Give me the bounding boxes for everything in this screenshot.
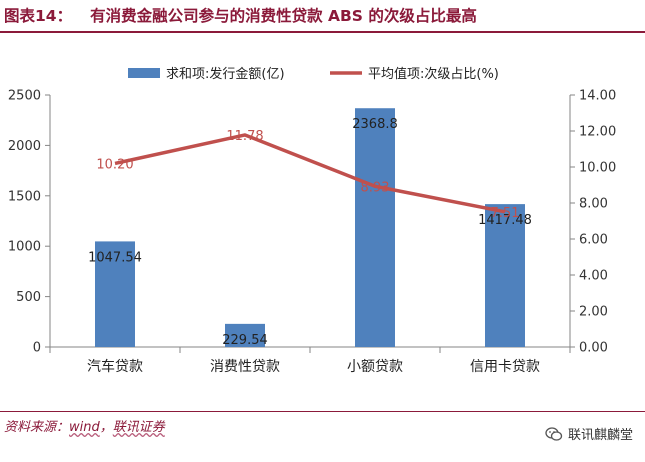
line-data-label: 10.20 xyxy=(96,157,133,172)
line-data-label: 7.51 xyxy=(491,206,520,221)
x-tick-label: 小额贷款 xyxy=(347,359,403,375)
figure-label: 图表14： xyxy=(4,7,73,25)
y-right-tick-label: 10.00 xyxy=(579,161,616,176)
bar xyxy=(355,108,395,347)
bar xyxy=(95,241,135,347)
figure-title: 图表14： 有消费金融公司参与的消费性贷款 ABS 的次级占比最高 xyxy=(4,4,641,28)
line-path xyxy=(114,133,506,214)
line-data-label: 11.78 xyxy=(226,129,263,144)
y-right-tick-label: 4.00 xyxy=(579,269,608,284)
bar xyxy=(225,323,265,347)
x-tick-label: 信用卡贷款 xyxy=(470,359,540,375)
y-right-tick-label: 8.00 xyxy=(579,197,608,212)
legend-line-label: 平均值项:次级占比(%) xyxy=(368,66,499,82)
y-right-tick-label: 6.00 xyxy=(579,233,608,248)
y-left-tick-label: 2500 xyxy=(8,89,41,104)
y-left-tick-label: 1000 xyxy=(8,240,41,255)
source-name: wind xyxy=(69,420,100,435)
bar-data-label: 229.54 xyxy=(222,333,268,348)
title-divider xyxy=(0,31,645,33)
chart: 求和项:发行金额(亿) 平均值项:次级占比(%) 0 500 1000 1500 2000… xyxy=(8,66,616,376)
source-separator: ， xyxy=(99,420,113,435)
y-left-tick-label: 1500 xyxy=(8,189,41,204)
watermark-text: 联讯麒麟堂 xyxy=(567,428,633,443)
wechat-icon xyxy=(545,426,563,441)
bar-data-label: 2368.8 xyxy=(352,117,398,132)
x-tick-label: 汽车贷款 xyxy=(87,358,143,375)
line-series xyxy=(114,133,506,214)
bar-data-label: 1047.54 xyxy=(88,250,142,265)
y-right-tick-label: 12.00 xyxy=(579,125,616,140)
x-tick-label: 消费性贷款 xyxy=(210,359,280,375)
y-left-tick-label: 500 xyxy=(16,290,41,305)
y-right-tick-label: 0.00 xyxy=(579,341,608,356)
footer-divider xyxy=(0,411,645,412)
y-left-tick-label: 0 xyxy=(33,341,41,356)
y-right-tick-label: 14.00 xyxy=(579,89,616,104)
y-left-tick-label: 2000 xyxy=(8,139,41,154)
chart-axes: 0 500 1000 1500 2000 2500 0.00 2.00 4.00 6.00 8.00… xyxy=(8,89,616,376)
bar xyxy=(485,204,525,347)
watermark: 联讯麒麟堂 xyxy=(545,424,633,443)
y-right-tick-label: 2.00 xyxy=(579,305,608,320)
legend-bar-label: 求和项:发行金额(亿) xyxy=(166,66,285,82)
legend: 求和项:发行金额(亿) 平均值项:次级占比(%) xyxy=(128,66,499,82)
chart-title: 有消费金融公司参与的消费性贷款 ABS 的次级占比最高 xyxy=(90,7,477,25)
source-broker: 联讯证券 xyxy=(112,420,165,435)
legend-bar-swatch xyxy=(128,68,160,78)
source-note: 资料来源：wind，联讯证券 xyxy=(4,416,165,435)
bar-series xyxy=(95,108,525,347)
source-prefix: 资料来源： xyxy=(4,420,70,435)
bar-data-label: 1417.48 xyxy=(478,213,532,228)
line-data-label: 8.93 xyxy=(361,180,390,195)
data-labels: 1047.54 229.54 2368.8 1417.48 10.20 11.78 8.93… xyxy=(88,117,532,348)
